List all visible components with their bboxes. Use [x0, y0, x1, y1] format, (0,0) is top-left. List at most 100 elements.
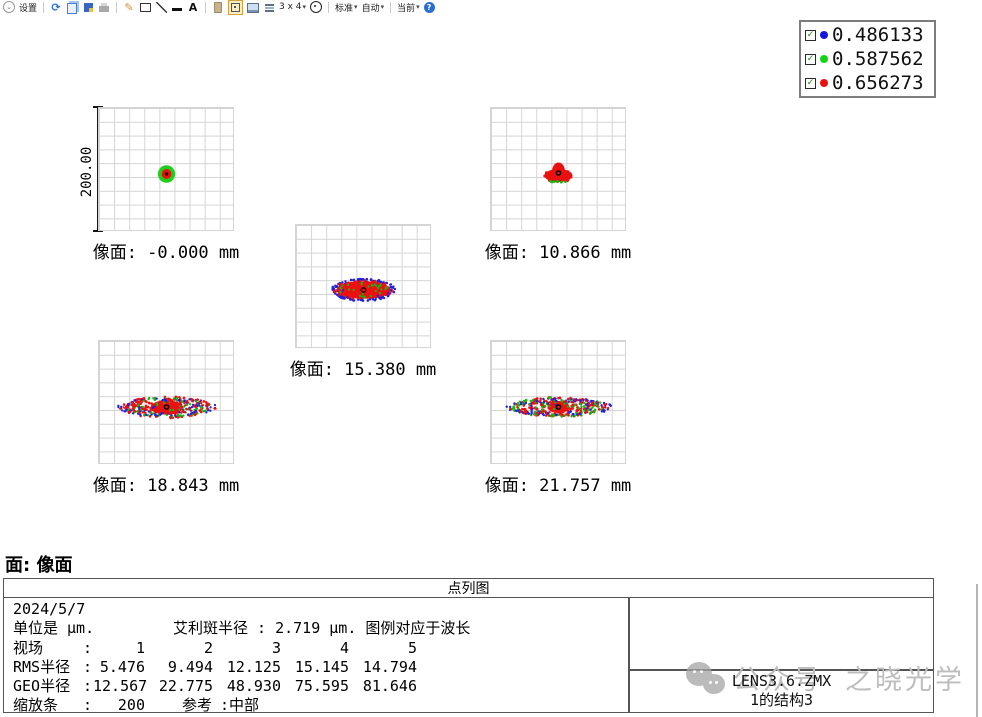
units-row: 单位是 μm. 艾利斑半径 : 2.719 μm. 图例对应于波长	[13, 619, 623, 638]
rectangle-glyph	[139, 2, 151, 12]
caret-down-icon: ▾	[416, 3, 420, 11]
caret-down-icon: ▾	[380, 3, 385, 11]
wavelength-value: 0.587562	[832, 48, 924, 70]
spot-panel-field2	[490, 107, 626, 231]
copy-icon[interactable]	[66, 1, 78, 14]
wavelength-dot-icon	[820, 31, 828, 39]
field-3: 3	[271, 638, 281, 657]
auto-label: 自动	[361, 3, 380, 14]
rms-value-3: 12.125	[226, 657, 281, 676]
spot-diagram-field4	[117, 395, 217, 420]
wavelength-value: 0.656273	[832, 72, 924, 94]
scale-row-label: 缩放条	[13, 696, 59, 715]
table-body: 2024/5/7 单位是 μm. 艾利斑半径 : 2.719 μm. 图例对应于…	[13, 600, 623, 716]
legend-row: ✓ 0.486133	[805, 23, 930, 47]
line-tool-icon[interactable]	[155, 1, 167, 13]
clock-glyph	[310, 1, 323, 13]
grid-size-label: 3 x 4	[279, 2, 302, 12]
geo-row: GEO半径 : 12.567 22.775 48.930 75.595 81.6…	[13, 677, 623, 696]
collapse-settings-icon[interactable]: ⌄	[3, 1, 15, 13]
date-row: 2024/5/7	[13, 600, 623, 619]
geo-value-1: 12.567	[93, 677, 148, 696]
table-horizontal-divider	[628, 669, 934, 671]
clock-icon[interactable]	[310, 1, 323, 13]
field-2: 2	[203, 638, 213, 657]
toolbar-separator	[116, 1, 118, 13]
spot-panel-field4	[98, 340, 234, 464]
wavelength-value: 0.486133	[832, 24, 924, 46]
info-table	[3, 578, 934, 713]
colon: :	[83, 657, 93, 676]
spot-diagram-field5	[505, 396, 612, 418]
watermark-account-text: 公众号	[733, 665, 823, 696]
units-label: 单位是 μm.	[13, 619, 95, 638]
spot-diagram-field3	[331, 277, 397, 302]
tool-glyph	[214, 2, 223, 13]
current-label: 当前	[397, 3, 416, 14]
monitor-icon[interactable]	[247, 1, 260, 13]
printer-glyph	[99, 2, 110, 12]
panel-caption-field3: 像面: 15.380 mm	[289, 360, 437, 380]
toolbar-separator	[43, 1, 45, 13]
current-dropdown[interactable]: 当前 ▾	[397, 1, 420, 14]
wavelength-checkbox[interactable]: ✓	[805, 53, 816, 65]
wavelength-dot-icon	[820, 79, 828, 87]
field-row: 视场 : 1 2 3 4 5	[13, 639, 623, 658]
file-name: LENS3.6.ZMX	[731, 672, 832, 690]
rectangle-tool-icon[interactable]	[139, 1, 151, 13]
window-expand-icon[interactable]	[228, 0, 244, 15]
copy-pages-glyph	[67, 2, 78, 14]
file-info-cell: LENS3.6.ZMX 1的结构3	[630, 672, 933, 710]
help-icon[interactable]: ?	[423, 1, 435, 13]
field-5: 5	[407, 638, 417, 657]
grid-size-dropdown[interactable]: 3 x 4 ▾	[279, 2, 306, 12]
monitor-glyph	[247, 2, 260, 13]
save-icon[interactable]	[82, 1, 94, 13]
reference-value: :中部	[220, 696, 260, 715]
toolbar-separator	[205, 1, 207, 13]
refresh-icon[interactable]: ⟳	[51, 0, 61, 14]
toolbar: ⌄ 设置 ⟳ ✎ A 3 x 4 ▾ 标准 ▾ 自动 ▾ 当前 ▾ ?	[0, 0, 982, 15]
colon: :	[83, 696, 93, 715]
window-edge-line	[976, 584, 978, 717]
thick-line-glyph	[172, 7, 183, 11]
toolbar-separator	[390, 1, 392, 13]
caret-down-icon: ▾	[302, 3, 307, 11]
geo-value-5: 81.646	[362, 677, 417, 696]
settings-button[interactable]: 设置	[19, 3, 38, 14]
standard-dropdown[interactable]: 标准 ▾	[335, 1, 358, 14]
legend-row: ✓ 0.587562	[805, 47, 930, 71]
geo-row-label: GEO半径	[13, 677, 71, 696]
layers-icon[interactable]	[263, 1, 275, 13]
wavelength-checkbox[interactable]: ✓	[805, 29, 816, 41]
print-icon[interactable]	[98, 1, 110, 13]
pencil-icon[interactable]: ✎	[124, 0, 134, 14]
surface-heading: 面: 像面	[5, 555, 73, 576]
field-row-label: 视场	[13, 638, 44, 657]
panel-caption-field4: 像面: 18.843 mm	[92, 476, 240, 496]
legend-row: ✓ 0.656273	[805, 71, 930, 95]
wavelength-checkbox[interactable]: ✓	[805, 77, 816, 89]
rms-value-5: 14.794	[362, 657, 417, 676]
colon: :	[83, 677, 93, 696]
text-tool-icon[interactable]: A	[188, 0, 198, 14]
field-1: 1	[135, 638, 145, 657]
tool-icon[interactable]	[212, 1, 224, 13]
panel-caption-field5: 像面: 21.757 mm	[484, 476, 632, 496]
geo-value-2: 22.775	[158, 677, 213, 696]
spot-panel-field5	[490, 340, 626, 464]
rms-value-1: 5.476	[99, 657, 145, 676]
watermark-brand-text: 之晓光学	[845, 665, 965, 696]
colon: :	[83, 638, 93, 657]
auto-dropdown[interactable]: 自动 ▾	[362, 1, 385, 14]
table-title: 点列图	[3, 578, 934, 598]
panel-caption-field2: 像面: 10.866 mm	[484, 243, 632, 263]
panel-caption-field1: 像面: -0.000 mm	[92, 243, 240, 263]
layers-glyph	[264, 3, 274, 12]
scale-bar-label: 200.00	[79, 146, 95, 198]
chevron-down-icon: ⌄	[3, 1, 15, 13]
rms-value-4: 15.145	[294, 657, 349, 676]
date-value: 2024/5/7	[13, 600, 86, 618]
field-4: 4	[339, 638, 349, 657]
thick-line-tool-icon[interactable]	[171, 1, 183, 13]
